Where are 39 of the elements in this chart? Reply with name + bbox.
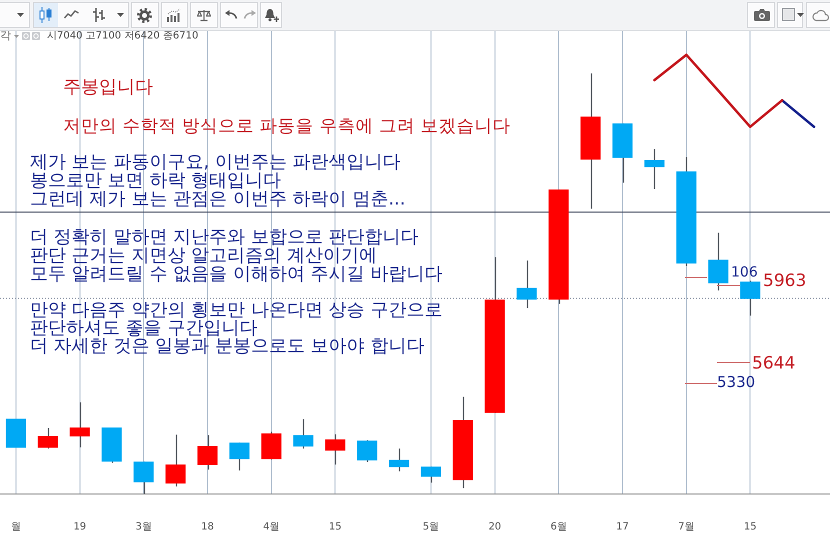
annotation: 저만의 수학적 방식으로 파동을 우측에 그려 보겠습니다 bbox=[63, 116, 510, 137]
candlestick bbox=[388, 448, 410, 472]
candlestick bbox=[740, 280, 760, 316]
x-tick-label: 7월 bbox=[678, 522, 695, 533]
annotation: 제가 보는 파동이구요, 이번주는 파란색입니다 봉으로만 보면 하락 형태입니다 그런데 제가 보는 관점은 이번주 하락이 멈춘... bbox=[30, 152, 406, 210]
text: 각 bbox=[0, 28, 11, 42]
candlestick bbox=[166, 434, 186, 488]
candlestick bbox=[516, 260, 537, 309]
x-tick-label: 18 bbox=[201, 522, 214, 533]
annotation: 더 정확히 말하면 지난주와 보합으로 판단합니다 판단 근거는 지면상 알고리즘의 계산이기에 모두 알려드릴 수 없음을 이해하여 주시길 바랍니다 bbox=[30, 226, 442, 285]
candlestick bbox=[644, 148, 664, 190]
candlestick bbox=[38, 427, 58, 450]
candlestick bbox=[325, 434, 346, 466]
candlestick bbox=[6, 418, 26, 448]
x-tick-label: 월 bbox=[10, 522, 21, 533]
annotation: 106 bbox=[731, 264, 758, 281]
x-tick-label: 20 bbox=[488, 522, 502, 533]
annotation: 5644 bbox=[752, 353, 796, 374]
annotation: 5330 bbox=[717, 372, 756, 391]
candlestick bbox=[134, 461, 154, 495]
text: 시7040 고7100 저6420 종6710 bbox=[47, 30, 198, 42]
candlestick bbox=[708, 232, 728, 292]
x-tick-label: 6월 bbox=[550, 522, 567, 533]
candlestick bbox=[197, 434, 218, 470]
x-tick-label: 15 bbox=[744, 522, 757, 533]
x-tick-label: 19 bbox=[73, 522, 86, 533]
candlestick bbox=[229, 442, 250, 472]
candlestick bbox=[70, 402, 90, 448]
x-tick-label: 3월 bbox=[135, 522, 152, 533]
candlestick bbox=[293, 418, 314, 450]
candlestick bbox=[357, 440, 378, 463]
annotation: 5963 bbox=[763, 271, 806, 292]
x-tick-label: 17 bbox=[616, 522, 629, 533]
annotation: 만약 다음주 약간의 횡보만 나온다면 상승 구간으로 판단하셔도 좋을 구간입니다 더 자세한 것은 일봉과 분봉으로도 보아야 합니다 bbox=[30, 300, 442, 357]
x-tick-label: 15 bbox=[328, 522, 342, 533]
x-tick-label: 5월 bbox=[422, 522, 440, 533]
candlestick bbox=[420, 466, 442, 484]
x-tick-label: 4월 bbox=[263, 522, 280, 533]
annotation: 주봉입니다 bbox=[63, 76, 153, 98]
